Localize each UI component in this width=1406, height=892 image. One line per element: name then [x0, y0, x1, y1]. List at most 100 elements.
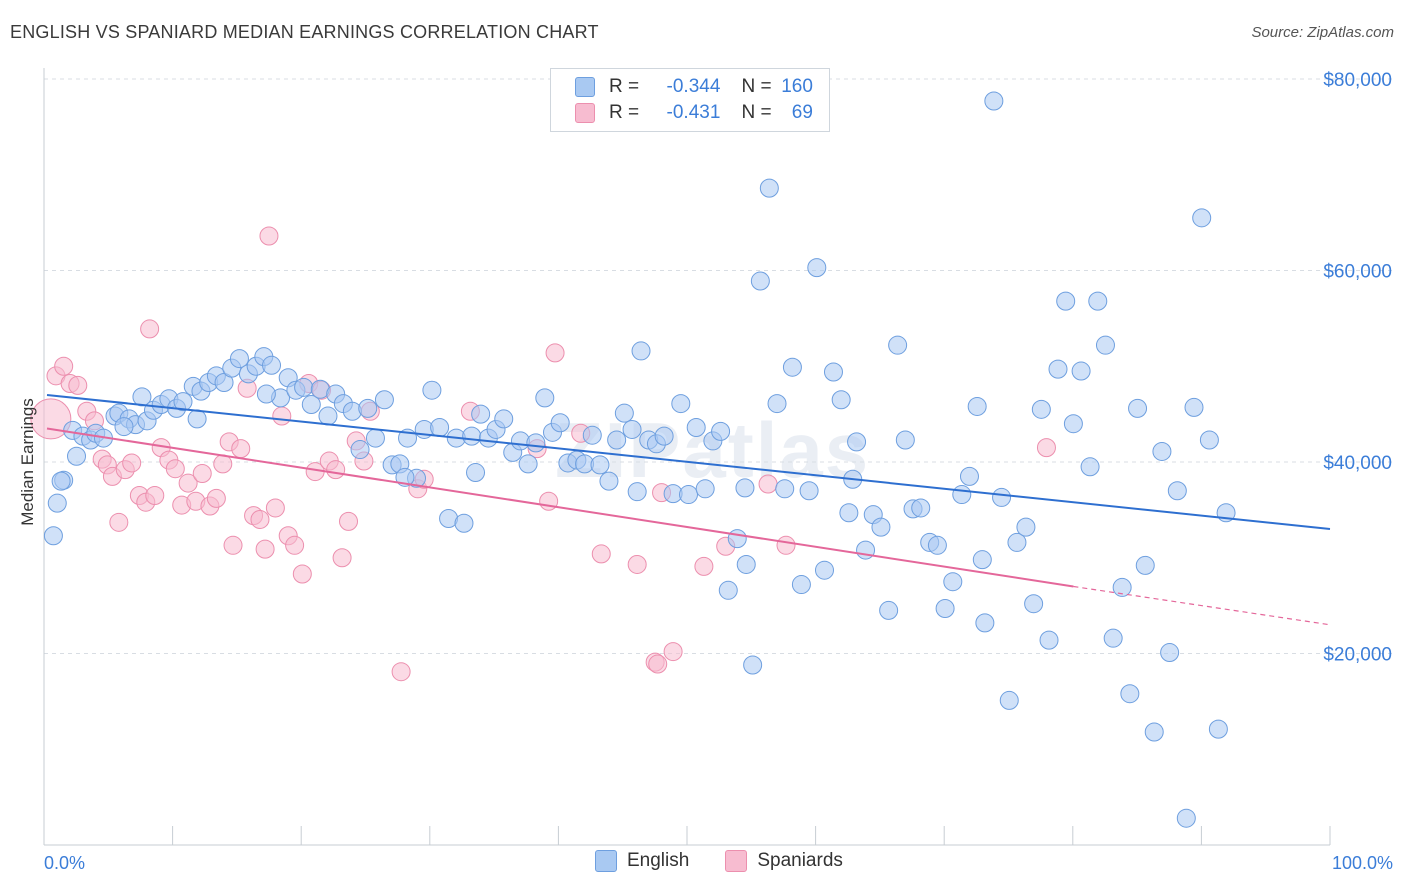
english-point — [1103, 628, 1123, 648]
axis-labels: $20,000 $40,000 $60,000 $80,000 0.0% 100.0% Me… — [18, 70, 1393, 873]
english-point — [294, 377, 314, 397]
spaniards-point — [109, 512, 129, 532]
english-point — [526, 433, 546, 453]
english-point — [743, 655, 763, 675]
english-point — [943, 572, 963, 592]
english-point — [799, 481, 819, 501]
english-point — [1112, 577, 1132, 597]
spaniards-point — [285, 535, 305, 555]
english-point — [888, 335, 908, 355]
english-point — [454, 513, 474, 533]
spaniards-point — [213, 454, 233, 474]
english-point — [43, 526, 63, 546]
legend-item-english: English — [595, 850, 689, 872]
legend-item-spaniards: Spaniards — [725, 850, 843, 872]
english-point — [494, 409, 514, 429]
english-point — [871, 517, 891, 537]
correlation-legend: R = -0.344 N = 160 R = -0.431 N = 69 — [550, 68, 830, 132]
english-r-label: R = — [609, 76, 640, 97]
spaniards-point — [776, 535, 796, 555]
english-point — [718, 580, 738, 600]
english-point — [358, 398, 378, 418]
english-point — [1208, 719, 1228, 739]
english-point — [518, 454, 538, 474]
english-point — [466, 463, 486, 483]
spaniards-point — [545, 343, 565, 363]
english-point — [1080, 457, 1100, 477]
english-point — [187, 409, 207, 429]
english-point — [342, 401, 362, 421]
spaniards-point — [265, 498, 285, 518]
english-point — [1128, 398, 1148, 418]
english-point — [831, 390, 851, 410]
spaniards-point — [627, 554, 647, 574]
english-point — [711, 421, 731, 441]
english-point — [114, 417, 134, 437]
english-point — [807, 258, 827, 278]
english-point — [972, 550, 992, 570]
spaniards-point — [591, 544, 611, 564]
english-point — [735, 478, 755, 498]
english-point — [1176, 808, 1196, 828]
spaniards-swatch — [575, 103, 595, 123]
y-axis-label: Median Earnings — [18, 398, 37, 526]
spaniards-point — [206, 488, 226, 508]
english-point — [952, 485, 972, 505]
spaniards-trend-extension — [1073, 585, 1331, 626]
english-series — [43, 91, 1236, 828]
english-point — [582, 425, 602, 445]
english-point — [1024, 594, 1044, 614]
english-point — [471, 404, 491, 424]
english-point — [782, 357, 802, 377]
english-point — [911, 498, 931, 518]
english-n-value: 160 — [781, 76, 813, 97]
spaniards-r-label: R = — [609, 102, 640, 123]
english-point — [1088, 291, 1108, 311]
spaniards-point — [648, 654, 668, 674]
english-point — [350, 440, 370, 460]
spaniards-point — [391, 662, 411, 682]
spaniards-point — [54, 356, 74, 376]
english-point — [1031, 399, 1051, 419]
english-point — [462, 426, 482, 446]
series-legend: English Spaniards — [595, 850, 879, 872]
x-tick-label: 100.0% — [1332, 853, 1393, 873]
english-point — [1152, 441, 1172, 461]
spaniards-point — [68, 375, 88, 395]
english-point — [823, 362, 843, 382]
english-point — [671, 394, 691, 414]
spaniards-point — [259, 226, 279, 246]
spaniards-point — [694, 556, 714, 576]
english-point — [959, 466, 979, 486]
spaniards-point — [339, 511, 359, 531]
english-point — [999, 690, 1019, 710]
english-point — [686, 418, 706, 438]
spaniards-n-value: 69 — [791, 102, 813, 123]
spaniards-point — [326, 460, 346, 480]
english-point — [935, 598, 955, 618]
english-point — [759, 178, 779, 198]
english-point — [1016, 517, 1036, 537]
english-trend-line — [46, 393, 1331, 531]
spaniards-point — [255, 539, 275, 559]
english-point — [51, 471, 71, 491]
english-point — [1056, 291, 1076, 311]
english-point — [430, 418, 450, 438]
english-point — [695, 479, 715, 499]
english-point — [535, 388, 555, 408]
english-point — [622, 419, 642, 439]
spaniards-point — [165, 459, 185, 479]
english-point — [1095, 335, 1115, 355]
english-point — [895, 430, 915, 450]
english-point — [256, 384, 276, 404]
spaniards-point — [332, 548, 352, 568]
english-point — [318, 406, 338, 426]
english-point — [736, 554, 756, 574]
spaniards-r-value: -0.431 — [666, 102, 721, 123]
english-point — [1160, 643, 1180, 663]
spaniards-point — [272, 406, 292, 426]
english-point — [839, 503, 859, 523]
english-point — [750, 271, 770, 291]
english-point — [301, 395, 321, 415]
